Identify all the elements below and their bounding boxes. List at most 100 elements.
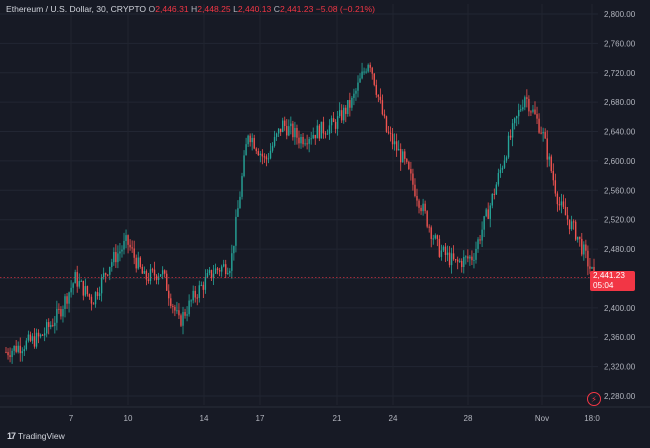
candle[interactable] bbox=[473, 253, 475, 269]
candle[interactable] bbox=[404, 148, 406, 165]
candle[interactable] bbox=[479, 235, 481, 245]
symbol-name[interactable]: Ethereum / U.S. Dollar, 30, CRYPTO bbox=[6, 4, 147, 14]
candle[interactable] bbox=[218, 267, 221, 277]
candle[interactable] bbox=[371, 66, 373, 80]
candle[interactable] bbox=[39, 333, 42, 339]
candle[interactable] bbox=[54, 316, 56, 334]
candle[interactable] bbox=[170, 293, 172, 309]
candle[interactable] bbox=[515, 115, 518, 127]
candle[interactable] bbox=[579, 236, 581, 247]
candle[interactable] bbox=[438, 235, 441, 258]
candle[interactable] bbox=[375, 79, 377, 98]
candle[interactable] bbox=[395, 133, 398, 157]
candle[interactable] bbox=[499, 163, 502, 178]
candle[interactable] bbox=[459, 258, 461, 263]
candle[interactable] bbox=[137, 251, 139, 270]
candle[interactable] bbox=[538, 113, 540, 134]
candle[interactable] bbox=[424, 200, 426, 214]
candle[interactable] bbox=[241, 172, 243, 200]
candle[interactable] bbox=[78, 273, 80, 289]
candle[interactable] bbox=[45, 319, 48, 338]
candle[interactable] bbox=[355, 88, 357, 101]
candle[interactable] bbox=[243, 150, 245, 178]
candle[interactable] bbox=[587, 245, 589, 276]
candle[interactable] bbox=[229, 268, 231, 277]
candle[interactable] bbox=[544, 128, 546, 139]
candle[interactable] bbox=[284, 116, 286, 131]
candle[interactable] bbox=[249, 133, 251, 147]
candle[interactable] bbox=[86, 285, 89, 297]
candle[interactable] bbox=[349, 92, 351, 117]
candle[interactable] bbox=[119, 242, 121, 262]
candle[interactable] bbox=[326, 129, 329, 135]
candle[interactable] bbox=[369, 62, 371, 73]
candle[interactable] bbox=[117, 245, 119, 269]
candle[interactable] bbox=[454, 258, 457, 263]
candle[interactable] bbox=[503, 155, 506, 170]
candle[interactable] bbox=[465, 255, 467, 265]
candle[interactable] bbox=[227, 267, 229, 275]
candle[interactable] bbox=[448, 246, 451, 268]
candle[interactable] bbox=[463, 250, 465, 274]
candle[interactable] bbox=[562, 194, 565, 209]
candle[interactable] bbox=[408, 160, 410, 171]
candle[interactable] bbox=[570, 215, 573, 231]
candle[interactable] bbox=[64, 293, 66, 318]
candle[interactable] bbox=[90, 294, 93, 311]
candle[interactable] bbox=[161, 266, 164, 280]
candle[interactable] bbox=[351, 96, 353, 111]
candle[interactable] bbox=[530, 110, 532, 117]
tradingview-logo[interactable]: 17 TradingView bbox=[7, 431, 65, 441]
candle[interactable] bbox=[522, 99, 524, 112]
candle[interactable] bbox=[381, 94, 384, 116]
candle[interactable] bbox=[306, 134, 308, 150]
candle[interactable] bbox=[72, 282, 74, 295]
candle[interactable] bbox=[56, 300, 58, 331]
candle[interactable] bbox=[202, 281, 205, 299]
candle[interactable] bbox=[168, 284, 170, 306]
candle[interactable] bbox=[107, 274, 109, 277]
candle[interactable] bbox=[29, 331, 32, 343]
candle[interactable] bbox=[239, 191, 241, 209]
candle[interactable] bbox=[263, 153, 266, 163]
candle[interactable] bbox=[534, 101, 536, 115]
candle[interactable] bbox=[66, 293, 68, 309]
candle[interactable] bbox=[48, 318, 50, 335]
candle[interactable] bbox=[115, 244, 117, 268]
candle[interactable] bbox=[113, 247, 115, 266]
candle[interactable] bbox=[526, 89, 528, 108]
candle[interactable] bbox=[300, 133, 302, 149]
candle[interactable] bbox=[320, 121, 323, 139]
candle[interactable] bbox=[129, 239, 131, 251]
candle[interactable] bbox=[461, 258, 463, 273]
candle[interactable] bbox=[155, 274, 158, 285]
candle[interactable] bbox=[74, 269, 76, 284]
candle[interactable] bbox=[192, 285, 194, 304]
candle[interactable] bbox=[397, 140, 400, 151]
candle[interactable] bbox=[214, 263, 217, 275]
candle[interactable] bbox=[212, 264, 215, 286]
candle[interactable] bbox=[127, 234, 129, 254]
candle[interactable] bbox=[35, 328, 38, 349]
candle[interactable] bbox=[141, 264, 144, 274]
candle[interactable] bbox=[100, 274, 103, 302]
candle[interactable] bbox=[145, 269, 148, 286]
candle[interactable] bbox=[182, 306, 184, 335]
candle[interactable] bbox=[385, 115, 388, 133]
candle[interactable] bbox=[186, 306, 188, 322]
candle[interactable] bbox=[121, 245, 123, 258]
candle[interactable] bbox=[452, 245, 455, 261]
candle[interactable] bbox=[456, 256, 459, 270]
candle[interactable] bbox=[564, 198, 567, 216]
candle[interactable] bbox=[133, 240, 135, 265]
time-axis[interactable]: 7 10 14 17 21 24 28 Nov 18:0 bbox=[0, 406, 650, 423]
candle[interactable] bbox=[184, 308, 186, 319]
candle[interactable] bbox=[43, 327, 46, 342]
candle[interactable] bbox=[475, 241, 477, 264]
candle[interactable] bbox=[341, 104, 343, 123]
candle[interactable] bbox=[467, 249, 469, 263]
candle[interactable] bbox=[471, 250, 473, 265]
candle[interactable] bbox=[428, 224, 430, 233]
candle[interactable] bbox=[406, 158, 408, 164]
